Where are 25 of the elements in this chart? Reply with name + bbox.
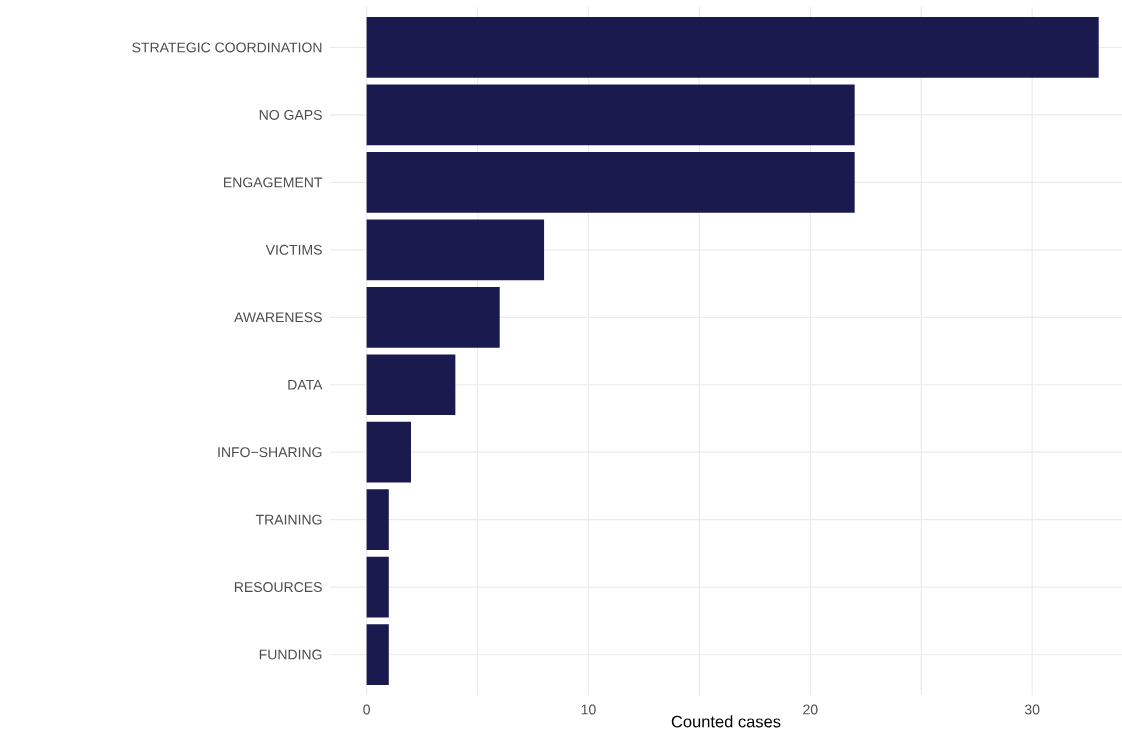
y-tick-label: VICTIMS: [265, 244, 322, 255]
y-tick-label: ENGAGEMENT: [224, 177, 323, 188]
y-tick-label: FUNDING: [259, 649, 322, 660]
bar: [366, 17, 1099, 78]
y-tick-label: RESOURCES: [234, 582, 322, 593]
y-tick-label: TRAINING: [255, 514, 322, 525]
bar: [366, 84, 855, 146]
bar: [366, 152, 855, 213]
bar: [366, 624, 389, 685]
bar: [366, 286, 500, 348]
y-tick-label: INFO−SHARING: [218, 447, 322, 458]
bar: [366, 421, 411, 483]
y-tick-label: STRATEGIC COORDINATION: [132, 42, 322, 53]
bar: [366, 556, 389, 618]
x-axis-title: Counted cases: [671, 715, 781, 728]
x-tick-label: 20: [803, 704, 818, 715]
x-tick-label: 30: [1024, 704, 1040, 715]
bar: [366, 354, 456, 416]
y-tick-label: NO GAPS: [259, 109, 322, 120]
x-tick-label: 10: [581, 704, 596, 715]
x-tick-label: 0: [363, 704, 370, 715]
bar: [366, 489, 389, 550]
bar: [366, 219, 545, 281]
y-tick-label: DATA: [288, 379, 323, 390]
y-tick-label: AWARENESS: [234, 312, 322, 323]
